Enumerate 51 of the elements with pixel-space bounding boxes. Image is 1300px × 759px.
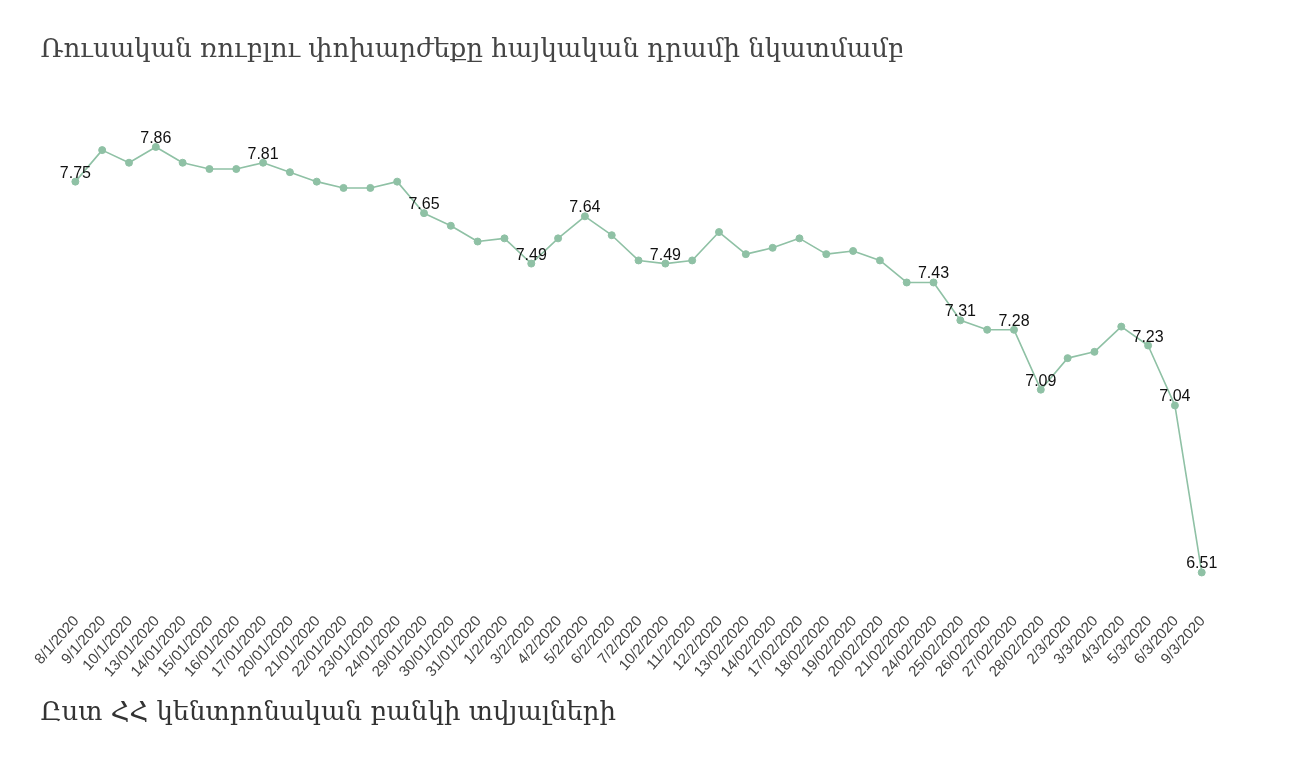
point — [634, 256, 643, 265]
point — [741, 250, 750, 259]
point — [849, 246, 858, 255]
point — [1197, 568, 1206, 577]
point — [446, 221, 455, 230]
point — [983, 325, 992, 334]
data-label: 7.31 — [944, 302, 977, 320]
data-label: 7.49 — [515, 245, 547, 263]
point — [500, 234, 509, 243]
point — [688, 256, 697, 265]
point — [1117, 322, 1126, 331]
point — [1170, 401, 1179, 410]
data-label: 7.81 — [247, 144, 279, 162]
point — [956, 316, 965, 325]
point — [285, 168, 294, 177]
point — [98, 146, 107, 155]
point — [473, 237, 482, 246]
point — [393, 177, 402, 186]
text: Ըստ ՀՀ կենտրոնական բանկի տվյալների — [40, 695, 617, 726]
point — [178, 158, 187, 167]
point — [339, 183, 348, 192]
data-label: 7.43 — [917, 264, 950, 282]
point — [822, 250, 831, 259]
point — [205, 165, 214, 174]
point — [607, 231, 616, 240]
point — [580, 212, 589, 221]
data-label: 7.64 — [569, 198, 601, 216]
point — [1063, 354, 1072, 363]
point — [420, 209, 428, 218]
point — [554, 234, 563, 243]
point — [768, 243, 777, 252]
data-label: 6.51 — [1186, 554, 1218, 572]
data-label: 7.49 — [649, 245, 682, 263]
point — [929, 278, 938, 287]
data-label: 7.09 — [1025, 371, 1057, 389]
point — [875, 256, 884, 265]
point — [1090, 347, 1099, 356]
data-label: 7.28 — [998, 311, 1030, 329]
point — [312, 177, 321, 186]
point — [715, 228, 723, 237]
point — [902, 278, 911, 287]
point — [232, 165, 241, 174]
point — [125, 158, 133, 167]
chart-title: Ռուսական ռուբլու փոխարժեքը հայկական դրամի նկատմամբ — [40, 32, 905, 63]
data-label: 7.04 — [1159, 387, 1191, 405]
point — [366, 183, 375, 192]
data-label: 7.86 — [140, 128, 172, 146]
point — [795, 234, 804, 243]
data-label: 7.65 — [408, 195, 440, 213]
data-label: 7.23 — [1132, 327, 1164, 345]
data-label: 7.75 — [59, 163, 92, 181]
